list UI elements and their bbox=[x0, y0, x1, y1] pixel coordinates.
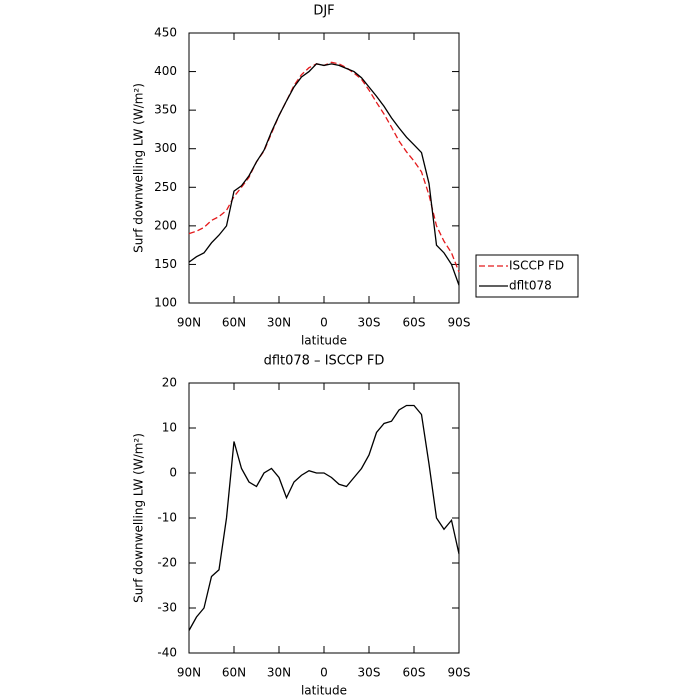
x-tick-label: 90S bbox=[448, 316, 471, 330]
y-tick-label: 400 bbox=[154, 64, 177, 78]
y-tick-label: 0 bbox=[169, 466, 177, 480]
x-tick-label: 30S bbox=[358, 666, 381, 680]
data-line bbox=[188, 63, 460, 286]
y-tick-label: -10 bbox=[157, 511, 177, 525]
y-tick-label: -20 bbox=[157, 556, 177, 570]
x-axis-label: latitude bbox=[301, 684, 347, 698]
y-axis-label: Surf downwelling LW (W/m²) bbox=[132, 83, 146, 253]
legend-label: dflt078 bbox=[509, 279, 552, 293]
y-tick-label: 100 bbox=[154, 296, 177, 310]
legend-label: ISCCP FD bbox=[509, 259, 564, 273]
x-tick-label: 30S bbox=[358, 316, 381, 330]
y-tick-label: 20 bbox=[162, 376, 177, 390]
x-tick-label: 90S bbox=[448, 666, 471, 680]
y-tick-label: 150 bbox=[154, 257, 177, 271]
x-tick-label: 60N bbox=[222, 666, 246, 680]
x-tick-label: 90N bbox=[177, 316, 201, 330]
chart-title: DJF bbox=[313, 4, 334, 19]
y-tick-label: 450 bbox=[154, 26, 177, 40]
legend-box bbox=[475, 254, 579, 298]
x-axis-label: latitude bbox=[301, 334, 347, 348]
data-line bbox=[188, 61, 460, 273]
plot-frame bbox=[188, 382, 460, 654]
x-tick-label: 90N bbox=[177, 666, 201, 680]
x-tick-label: 60S bbox=[403, 666, 426, 680]
x-tick-label: 30N bbox=[267, 316, 291, 330]
y-tick-label: 10 bbox=[162, 421, 177, 435]
plot-frame bbox=[188, 32, 460, 304]
x-tick-label: 30N bbox=[267, 666, 291, 680]
y-tick-label: -40 bbox=[157, 646, 177, 660]
data-line bbox=[188, 404, 460, 631]
y-tick-label: 200 bbox=[154, 218, 177, 232]
y-tick-label: -30 bbox=[157, 601, 177, 615]
chart-title: dflt078 – ISCCP FD bbox=[264, 354, 385, 369]
x-tick-label: 0 bbox=[320, 666, 328, 680]
y-tick-label: 350 bbox=[154, 103, 177, 117]
x-tick-label: 60S bbox=[403, 316, 426, 330]
x-tick-label: 0 bbox=[320, 316, 328, 330]
y-tick-label: 300 bbox=[154, 141, 177, 155]
y-axis-label: Surf downwelling LW (W/m²) bbox=[132, 433, 146, 603]
y-tick-label: 250 bbox=[154, 180, 177, 194]
x-tick-label: 60N bbox=[222, 316, 246, 330]
